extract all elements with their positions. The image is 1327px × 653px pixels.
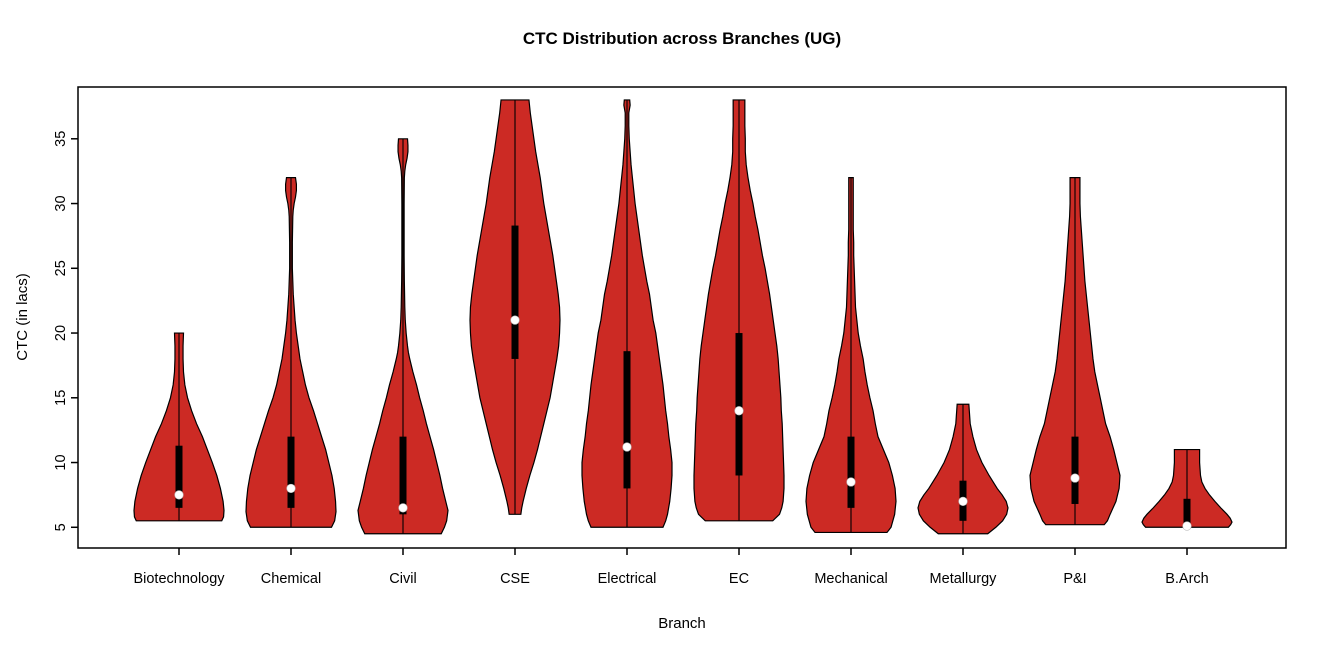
- median-dot-Electrical: [622, 442, 632, 452]
- x-tick-label-Mechanical: Mechanical: [814, 571, 887, 587]
- iqr-box-Mechanical: [847, 436, 855, 508]
- iqr-box-Chemical: [287, 436, 295, 508]
- iqr-box-Civil: [399, 436, 407, 515]
- iqr-box-CSE: [511, 225, 519, 359]
- y-tick-label-20: 20: [53, 325, 69, 341]
- y-tick-label-5: 5: [53, 523, 69, 531]
- x-tick-label-Electrical: Electrical: [598, 571, 657, 587]
- median-dot-Mechanical: [846, 477, 856, 487]
- median-dot-Biotechnology: [174, 490, 184, 500]
- median-dot-Civil: [398, 503, 408, 513]
- median-dot-B.Arch: [1182, 521, 1192, 531]
- x-tick-label-CSE: CSE: [500, 571, 530, 587]
- x-tick-label-Metallurgy: Metallurgy: [930, 571, 998, 587]
- median-dot-Metallurgy: [958, 496, 968, 506]
- iqr-box-EC: [735, 333, 743, 476]
- x-tick-label-EC: EC: [729, 571, 749, 587]
- median-dot-P&I: [1070, 473, 1080, 483]
- y-tick-label-10: 10: [53, 454, 69, 470]
- plot-frame: [77, 86, 1287, 549]
- y-axis-label: CTC (in lacs): [14, 273, 31, 361]
- plot-layer: 5 10 15 20 25 30 35 Biotechnology Chemical Civil C…: [53, 86, 1287, 587]
- x-tick-label-P&I: P&I: [1063, 571, 1086, 587]
- y-tick-label-15: 15: [53, 390, 69, 406]
- median-dot-CSE: [510, 315, 520, 325]
- x-tick-label-Civil: Civil: [389, 571, 416, 587]
- y-tick-label-25: 25: [53, 260, 69, 276]
- iqr-box-Biotechnology: [175, 445, 183, 508]
- x-tick-label-Chemical: Chemical: [261, 571, 321, 587]
- x-axis-label: Branch: [658, 615, 706, 632]
- x-tick-label-Biotechnology: Biotechnology: [133, 571, 225, 587]
- iqr-box-B.Arch: [1183, 498, 1191, 524]
- x-tick-label-B.Arch: B.Arch: [1165, 571, 1209, 587]
- y-tick-label-30: 30: [53, 195, 69, 211]
- chart-title: CTC Distribution across Branches (UG): [523, 29, 841, 48]
- iqr-box-Electrical: [623, 351, 631, 489]
- y-tick-label-35: 35: [53, 131, 69, 147]
- iqr-box-P&I: [1071, 436, 1079, 504]
- median-dot-EC: [734, 406, 744, 416]
- median-dot-Chemical: [286, 483, 296, 494]
